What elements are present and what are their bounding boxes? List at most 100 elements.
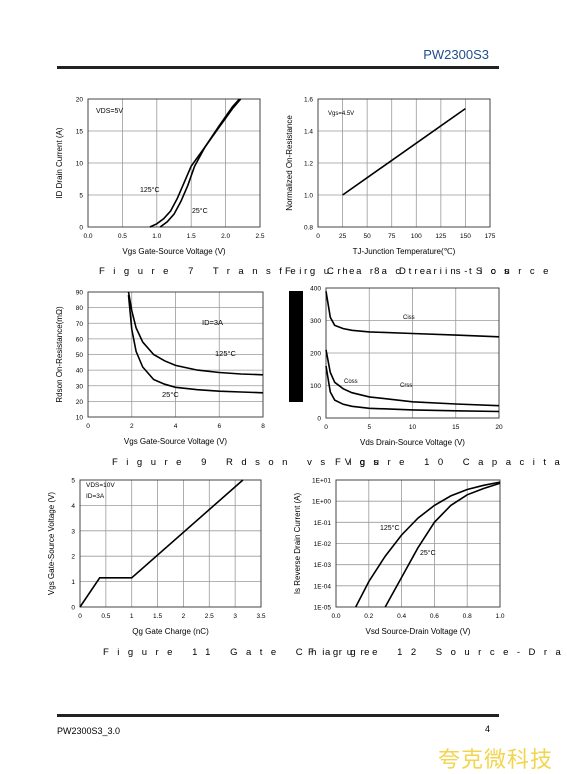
x-tick-label: 3.5 [256,613,265,620]
x-tick-label: 0 [78,613,82,620]
y-tick-label: 20 [76,97,84,104]
chart-annotation: VDS=10V [86,482,115,489]
chart-annotation: Ciss [403,315,415,321]
x-tick-label: 6 [217,423,221,430]
series-line [127,295,264,394]
x-tick-label: 150 [460,233,471,240]
series-line [384,482,501,608]
series-line [325,365,500,413]
series-line [325,349,500,407]
y-tick-label: 1E+01 [312,478,331,485]
chart-annotation: 25°C [192,207,208,215]
y-axis-label: Normalized On-Resistance [285,115,294,211]
y-axis-label: Vgs Gate-Source Voltage (V) [47,492,56,596]
footer-rule [57,714,499,717]
series-line [325,291,500,338]
chart-annotation: ID=3A [202,318,223,327]
series-line [127,291,264,376]
y-tick-label: 1.4 [304,129,313,136]
chart-annotation: Crss [400,383,412,389]
y-tick-label: 15 [76,129,84,136]
caption-fig11: Figure 11 Gate Charge [103,647,378,658]
plot-frame [87,291,264,418]
y-tick-label: 100 [310,383,321,390]
y-tick-label: 10 [76,415,84,422]
x-tick-label: 25 [339,233,347,240]
x-tick-label: 1 [130,613,134,620]
x-tick-label: 0.0 [331,613,340,620]
chart-fig7: 0.0 0.5 1.0 1.5 2.0 2.5 0 5 10 15 20 Vgs Gate-Sourc… [55,97,265,257]
x-tick-label: 0.4 [397,613,406,620]
x-tick-label: 15 [452,424,460,431]
y-tick-label: 400 [310,286,321,293]
x-tick-label: 0 [324,424,328,431]
series-line [149,98,242,228]
chart-fig9: 0 2 4 6 8 10 20 30 40 50 60 70 80 90 Vgs Gate-Source V… [55,290,265,447]
x-tick-label: 10 [409,424,417,431]
footer-page-number: 4 [485,724,491,734]
caption-fig7: Figure 7 Transfer Characteristics [99,266,518,277]
x-tick-label: 0 [86,423,90,430]
y-tick-label: 1.2 [304,161,313,168]
x-axis-label: Vgs Gate-Source Voltage (V) [124,437,228,446]
y-tick-label: 4 [71,503,75,510]
y-tick-label: 5 [71,478,75,485]
y-tick-label: 0 [79,225,83,232]
chart-annotation: Coss [344,379,358,385]
x-tick-label: 4 [174,423,178,430]
y-tick-label: 40 [76,368,84,375]
y-tick-label: 20 [76,399,84,406]
y-tick-label: 1E-02 [314,541,332,548]
y-tick-label: 30 [76,383,84,390]
series-line [354,481,501,608]
x-axis-label: Vds Drain-Source Voltage (V) [360,438,465,447]
x-tick-label: 1.0 [495,613,504,620]
x-tick-label: 1.0 [152,233,161,240]
caption-fig8: Figure 8 Drain-Source On Resistance [285,266,567,277]
chart-annotation: 125°C [215,349,237,358]
chart-annotation: Vgs=4.5V [328,111,354,117]
y-tick-label: 3 [71,528,75,535]
x-tick-label: 0.8 [463,613,472,620]
x-tick-label: 125 [435,233,446,240]
x-tick-label: 0.2 [364,613,373,620]
chart-fig12: 0.0 0.2 0.4 0.6 0.8 1.0 1E-05 1E-04 1E-03 1E-02 1E… [293,478,505,637]
x-tick-label: 50 [364,233,372,240]
plot-frame [87,98,261,228]
y-tick-label: 1E-03 [314,562,332,569]
y-tick-label: 70 [76,321,84,328]
x-tick-label: 0.6 [430,613,439,620]
y-tick-label: 90 [76,290,84,297]
x-tick-label: 0 [316,233,320,240]
watermark-text: 夸克微科技 [437,748,553,773]
y-tick-label: 1.6 [304,97,313,104]
x-tick-label: 0.0 [83,233,92,240]
x-tick-label: 8 [261,423,265,430]
chart-annotation: 125°C [380,524,400,532]
y-tick-label: 5 [79,193,83,200]
y-tick-label: 0 [71,605,75,612]
header-rule [57,66,499,69]
redaction-bar [289,291,303,402]
footer-doc-id: PW2300S3_3.0 [57,726,121,736]
y-tick-label: 10 [76,161,84,168]
y-tick-label: 300 [310,318,321,325]
x-axis-label: Qg Gate Charge (nC) [132,627,209,636]
x-tick-label: 3 [233,613,237,620]
y-tick-label: 1E+00 [312,499,331,506]
x-tick-label: 175 [485,233,496,240]
x-tick-label: 0.5 [101,613,110,620]
caption-fig12: Figure 12 Source-Drain Diode Forward [308,647,567,658]
y-tick-label: 1 [71,579,75,586]
y-axis-label: Is Reverse Drain Current (A) [293,492,302,594]
y-tick-label: 0.8 [304,225,313,232]
y-tick-label: 200 [310,351,321,358]
y-tick-label: 1.0 [304,193,313,200]
x-tick-label: 0.5 [118,233,127,240]
y-tick-label: 50 [76,352,84,359]
x-tick-label: 2.0 [221,233,230,240]
series-line [79,479,244,608]
x-axis-label: TJ-Junction Temperature(℃) [353,247,456,256]
x-tick-label: 20 [495,424,503,431]
